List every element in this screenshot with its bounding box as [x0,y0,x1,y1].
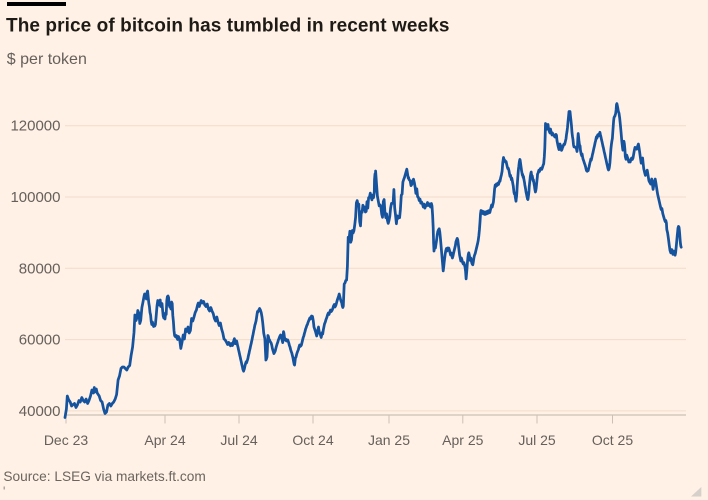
svg-text:Dec 23: Dec 23 [44,432,89,448]
svg-text:Jul 25: Jul 25 [518,432,556,448]
svg-text:The price of bitcoin has tumbl: The price of bitcoin has tumbled in rece… [6,16,450,37]
svg-text:Oct 25: Oct 25 [592,432,633,448]
svg-text:Apr 24: Apr 24 [144,432,185,448]
svg-text:60000: 60000 [19,332,61,349]
svg-text:$ per token: $ per token [7,51,87,68]
svg-text:Source: LSEG via markets.ft.co: Source: LSEG via markets.ft.com [3,469,205,484]
svg-text:Apr 25: Apr 25 [442,432,483,448]
svg-text:80000: 80000 [19,260,61,277]
svg-text:Jul 24: Jul 24 [220,432,258,448]
svg-text:Oct 24: Oct 24 [292,432,333,448]
svg-text:Jan 25: Jan 25 [368,432,410,448]
svg-text:40000: 40000 [19,403,61,420]
svg-text:120000: 120000 [10,118,60,135]
svg-text:100000: 100000 [10,189,60,206]
